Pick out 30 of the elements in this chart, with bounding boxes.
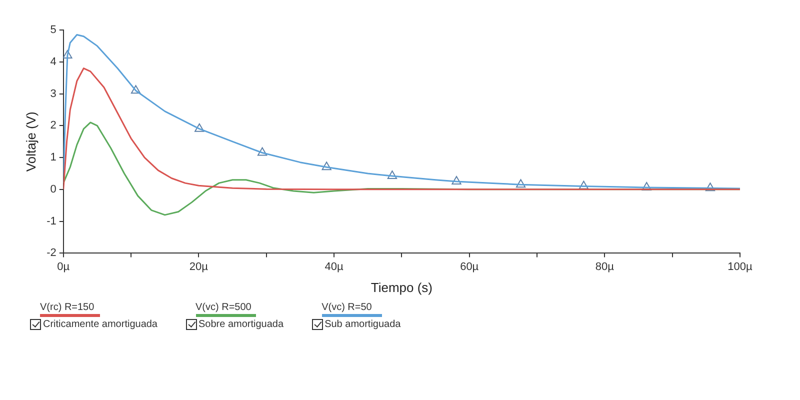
text: V(rc) R=150 Criticamente amortiguada: [40, 302, 158, 330]
point: [257, 147, 268, 156]
x-tick-label: 60µ: [460, 260, 480, 273]
x-axis-title: Tiempo (s): [370, 280, 433, 295]
y-axis-title: Voltaje (V): [23, 112, 38, 172]
point: [642, 182, 652, 191]
x-tick-label: 100µ: [728, 260, 753, 273]
y-tick-label: -1: [46, 215, 56, 228]
point: [452, 176, 462, 184]
y-tick-label: 1: [50, 152, 56, 164]
y-tick-label: 4: [50, 56, 56, 68]
point: [322, 162, 332, 170]
point: [705, 182, 716, 192]
y-tick-label: 3: [50, 88, 56, 100]
point: [516, 179, 526, 188]
x-tick-label: 0µ: [57, 260, 70, 273]
y-tick-label: 2: [50, 120, 56, 132]
x-tick-label: 20µ: [189, 260, 209, 273]
text: V(vc) R=50 Sub amortiguada: [322, 302, 401, 330]
y-tick-label: 5: [50, 24, 56, 36]
text: V(vc) R=500 Sobre amortiguada: [196, 302, 284, 330]
y-tick-label: 0: [50, 183, 56, 196]
point: [194, 123, 204, 132]
point: [578, 180, 589, 190]
point: [387, 170, 398, 180]
x-tick-label: 40µ: [324, 260, 344, 273]
point: [130, 85, 141, 94]
point: [63, 50, 72, 59]
x-tick-label: 80µ: [595, 260, 615, 273]
y-tick-label: -2: [46, 247, 56, 260]
